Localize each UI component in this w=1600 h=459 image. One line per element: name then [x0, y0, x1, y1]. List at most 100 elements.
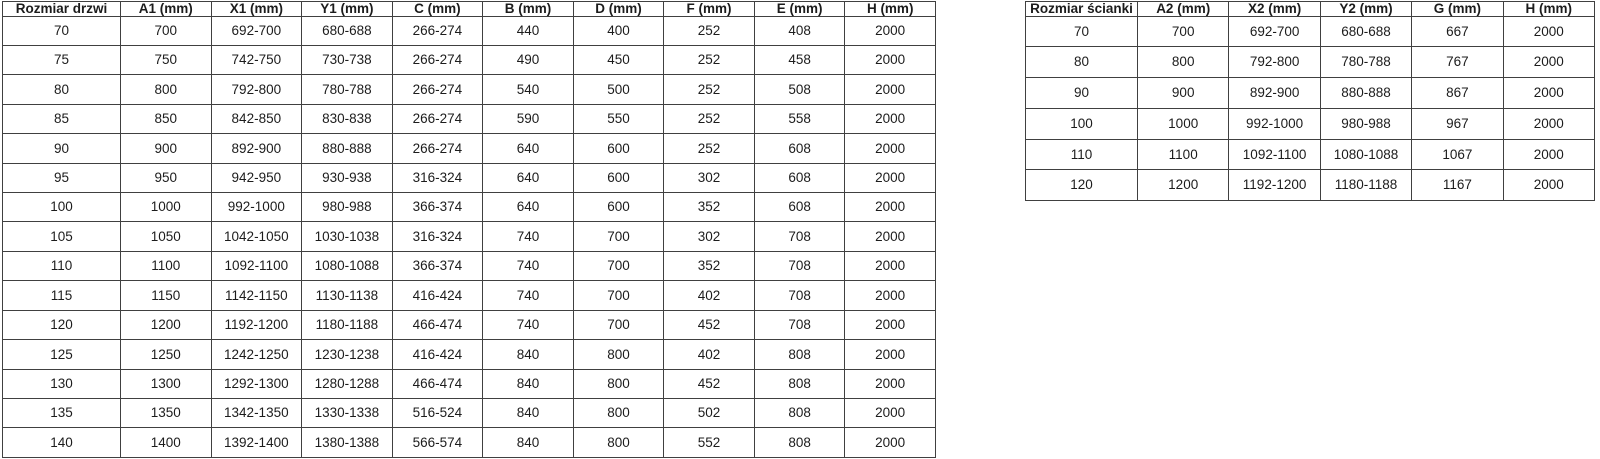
table-cell: 105: [2, 221, 121, 252]
table-cell: 808: [753, 368, 846, 399]
table-cell: 740: [482, 280, 574, 311]
table-cell: 1080-1088: [1319, 138, 1413, 171]
table-cell: 1350: [120, 397, 212, 429]
table-cell: 302: [663, 162, 755, 194]
table-cell: 680-688: [301, 15, 393, 46]
table-cell: 892-900: [210, 133, 303, 164]
table-cell: 1330-1338: [301, 397, 393, 429]
column-header: X2 (mm): [1228, 1, 1321, 17]
column-header: H (mm): [844, 1, 936, 17]
table-cell: 800: [572, 339, 665, 370]
table-cell: 1092-1100: [1228, 138, 1321, 171]
table-cell: 740: [482, 309, 574, 341]
table-cell: 780-788: [301, 74, 393, 105]
table-cell: 252: [663, 74, 755, 105]
table-cell: 930-938: [301, 162, 393, 194]
table-cell: 2000: [844, 280, 936, 311]
table-cell: 608: [753, 162, 846, 194]
header-row: Rozmiar drzwi A1 (mm) X1 (mm) Y1 (mm) C (mm)…: [2, 1, 936, 17]
table-row: 85 850 842-850 830-838 266-274 590 550 252 558 20…: [2, 103, 936, 135]
table-cell: 1100: [1136, 138, 1230, 171]
table-cell: 2000: [1502, 15, 1596, 48]
table-cell: 2000: [844, 250, 936, 282]
wall-panel-size-table: Rozmiar ścianki A2 (mm) X2 (mm) Y2 (mm) G (m…: [1025, 1, 1596, 201]
table-row: 120 1200 1192-1200 1180-1188 466-474 740 700 45…: [2, 309, 936, 341]
table-cell: 366-374: [391, 250, 484, 282]
table-cell: 352: [663, 250, 755, 282]
table-cell: 550: [572, 103, 665, 135]
table-cell: 950: [120, 162, 212, 194]
table-row: 140 1400 1392-1400 1380-1388 566-574 840 800 55…: [2, 427, 936, 458]
table-cell: 2000: [844, 133, 936, 164]
column-header: A2 (mm): [1136, 1, 1230, 17]
table-cell: 500: [572, 74, 665, 105]
table-row: 90 900 892-900 880-888 266-274 640 600 252 608 20…: [2, 133, 936, 164]
table-cell: 115: [2, 280, 121, 311]
table-row: 125 1250 1242-1250 1230-1238 416-424 840 800 40…: [2, 339, 936, 370]
table-cell: 708: [753, 309, 846, 341]
table-cell: 808: [753, 339, 846, 370]
table-cell: 2000: [844, 103, 936, 135]
table-cell: 880-888: [301, 133, 393, 164]
table-row: 110 1100 1092-1100 1080-1088 366-374 740 700 35…: [2, 250, 936, 282]
table-cell: 1092-1100: [210, 250, 303, 282]
table-cell: 800: [572, 427, 665, 458]
column-header: D (mm): [572, 1, 665, 17]
table-cell: 692-700: [1228, 15, 1321, 48]
table-row: 105 1050 1042-1050 1030-1038 316-324 740 700 30…: [2, 221, 936, 252]
column-header: E (mm): [753, 1, 846, 17]
table-cell: 450: [572, 44, 665, 76]
table-cell: 980-988: [1319, 107, 1413, 140]
table-cell: 700: [572, 250, 665, 282]
table-row: 115 1150 1142-1150 1130-1138 416-424 740 700 40…: [2, 280, 936, 311]
table-cell: 502: [663, 397, 755, 429]
table-cell: 792-800: [210, 74, 303, 105]
table-row: 80 800 792-800 780-788 266-274 540 500 252 508 20…: [2, 74, 936, 105]
table-cell: 1100: [120, 250, 212, 282]
table-cell: 1067: [1411, 138, 1504, 171]
table-cell: 2000: [844, 162, 936, 194]
table-cell: 110: [1025, 138, 1138, 171]
table-cell: 967: [1411, 107, 1504, 140]
table-cell: 1230-1238: [301, 339, 393, 370]
table-cell: 366-374: [391, 192, 484, 223]
table-row: 100 1000 992-1000 980-988 366-374 640 600 352 60…: [2, 192, 936, 223]
table-cell: 840: [482, 427, 574, 458]
table-cell: 840: [482, 368, 574, 399]
table-cell: 700: [120, 15, 212, 46]
table-cell: 842-850: [210, 103, 303, 135]
table-cell: 840: [482, 397, 574, 429]
table-cell: 508: [753, 74, 846, 105]
table-cell: 252: [663, 44, 755, 76]
table-cell: 440: [482, 15, 574, 46]
table-cell: 1280-1288: [301, 368, 393, 399]
table-cell: 266-274: [391, 74, 484, 105]
table-cell: 840: [482, 339, 574, 370]
table-cell: 552: [663, 427, 755, 458]
table-cell: 1292-1300: [210, 368, 303, 399]
table-cell: 767: [1411, 46, 1504, 78]
table-cell: 110: [2, 250, 121, 282]
table-cell: 708: [753, 221, 846, 252]
table-row: 90 900 892-900 880-888 867 2000: [1025, 77, 1596, 109]
table-cell: 1150: [120, 280, 212, 311]
table-cell: 1192-1200: [210, 309, 303, 341]
table-cell: 1392-1400: [210, 427, 303, 458]
table-cell: 80: [2, 74, 121, 105]
table-cell: 600: [572, 192, 665, 223]
table-cell: 708: [753, 250, 846, 282]
table-cell: 266-274: [391, 15, 484, 46]
table-cell: 490: [482, 44, 574, 76]
table-cell: 2000: [844, 74, 936, 105]
table-cell: 130: [2, 368, 121, 399]
table-cell: 1167: [1411, 169, 1504, 201]
table-cell: 90: [2, 133, 121, 164]
table-cell: 2000: [844, 397, 936, 429]
header-row: Rozmiar ścianki A2 (mm) X2 (mm) Y2 (mm) G (m…: [1025, 1, 1596, 17]
table-cell: 302: [663, 221, 755, 252]
table-cell: 742-750: [210, 44, 303, 76]
table-cell: 640: [482, 192, 574, 223]
table-cell: 1342-1350: [210, 397, 303, 429]
table-cell: 640: [482, 162, 574, 194]
